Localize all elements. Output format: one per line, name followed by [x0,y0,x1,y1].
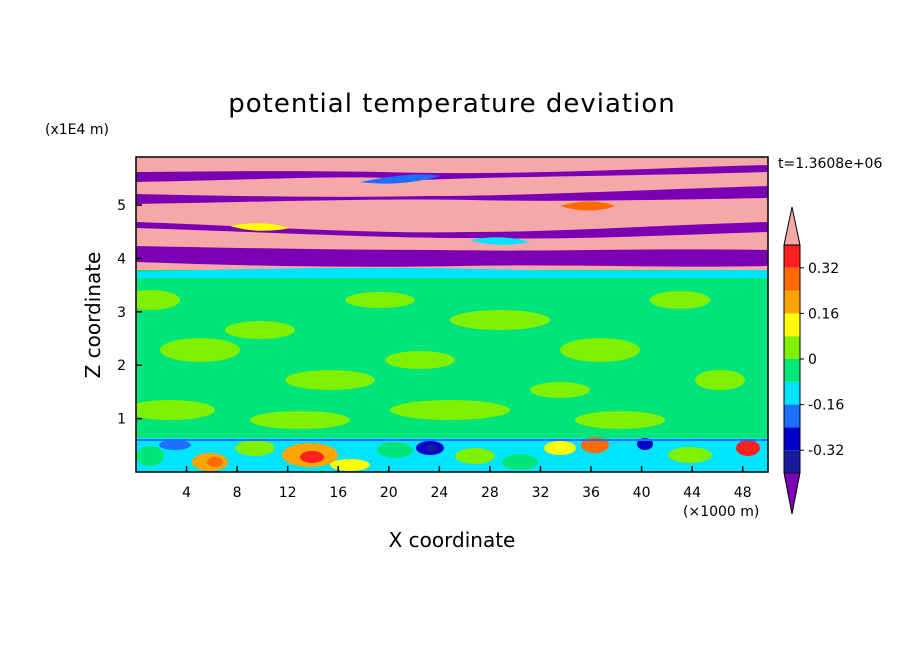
transition-cyan [136,267,768,278]
light-green-patch [530,382,590,398]
light-green-patch [390,400,510,420]
plot-frame [135,156,769,473]
light-green-patch [650,291,710,309]
x-tick-label: 32 [532,485,550,501]
light-green-patch [345,292,415,308]
boundary-layer-blob [544,441,576,455]
light-green-patch [136,400,215,420]
light-green-patch [695,370,745,390]
colorbar-segment [784,245,800,268]
colorbar-tick-label: -0.16 [808,398,844,414]
x-tick-label: 12 [279,485,297,501]
colorbar-segment [784,313,800,337]
colorbar-segment [784,404,800,428]
colorbar-tick-label: 0.32 [808,261,839,277]
boundary-layer-blob [426,444,438,452]
yellow-streak [230,223,290,231]
colorbar-segment [784,267,800,291]
light-green-patch [385,351,455,369]
light-green-patch [450,310,550,330]
colorbar-tick-label: 0.16 [808,306,839,322]
x-tick-label: 36 [582,485,600,501]
boundary-layer-blob [330,459,370,471]
colorbar-segment [784,381,800,405]
pink-band-top [136,157,768,174]
light-green-patch [560,338,640,362]
boundary-layer-blob [159,440,191,450]
x-tick-label: 40 [633,485,651,501]
boundary-layer-blob [235,440,275,456]
y-tick-label: 2 [117,358,126,374]
y-axis-label: Z coordinate [81,252,105,379]
boundary-layer-blob [736,440,760,456]
contour-bands [136,157,768,472]
light-green-patch [225,321,295,339]
pink-band-4 [136,228,768,251]
x-tick-label: 24 [430,485,448,501]
colorbar-segment [784,359,800,382]
y-tick-label: 5 [117,198,126,214]
orange-streak [560,201,615,211]
boundary-layer-blob [300,451,324,463]
y-unit-label: (x1E4 m) [45,122,109,138]
colorbar-segment [784,427,800,451]
boundary-layer-blob [377,442,413,458]
x-axis-label: X coordinate [389,528,516,552]
colorbar-segment [784,450,800,473]
light-green-patch [285,370,375,390]
light-green-patch [136,290,180,310]
boundary-layer-blob [136,446,164,466]
y-tick-label: 1 [117,412,126,428]
colorbar-tick-label: 0 [808,352,817,368]
chart-title: potential temperature deviation [228,89,675,119]
blue-streak [360,174,440,184]
x-tick-label: 28 [481,485,499,501]
x-tick-label: 20 [380,485,398,501]
time-label: t=1.3608e+06 [778,156,882,172]
colorbar-under-triangle [783,472,801,515]
x-tick-label: 48 [734,485,752,501]
y-tick-label: 3 [117,305,126,321]
y-tick-label: 4 [117,251,126,267]
colorbar-segment [784,336,800,359]
x-tick-label: 16 [329,485,347,501]
light-green-patch [250,411,350,429]
pink-band-5 [136,262,768,270]
colorbar-segment [784,290,800,314]
light-green-patch [575,411,665,429]
colorbar-tick-label: -0.32 [808,443,844,459]
x-unit-label: (×1000 m) [683,504,759,520]
x-tick-label: 4 [182,485,191,501]
boundary-layer-blob [207,457,223,467]
x-tick-label: 44 [683,485,701,501]
x-axis-ticks: 4 8 12 16 20 24 28 32 36 40 44 48 [182,466,752,501]
x-tick-label: 8 [233,485,242,501]
light-green-patch [160,338,240,362]
plot-area [136,157,768,472]
pink-band-2 [136,172,768,197]
boundary-layer-blob [502,454,538,470]
boundary-layer-blob [455,448,495,464]
colorbar: -0.32 -0.16 0 0.16 0.32 [783,206,844,515]
boundary-layer-blob [668,447,712,463]
colorbar-over-triangle [783,206,801,246]
cyan-streak [470,237,530,245]
y-axis-ticks: 1 2 3 4 5 [117,198,142,428]
